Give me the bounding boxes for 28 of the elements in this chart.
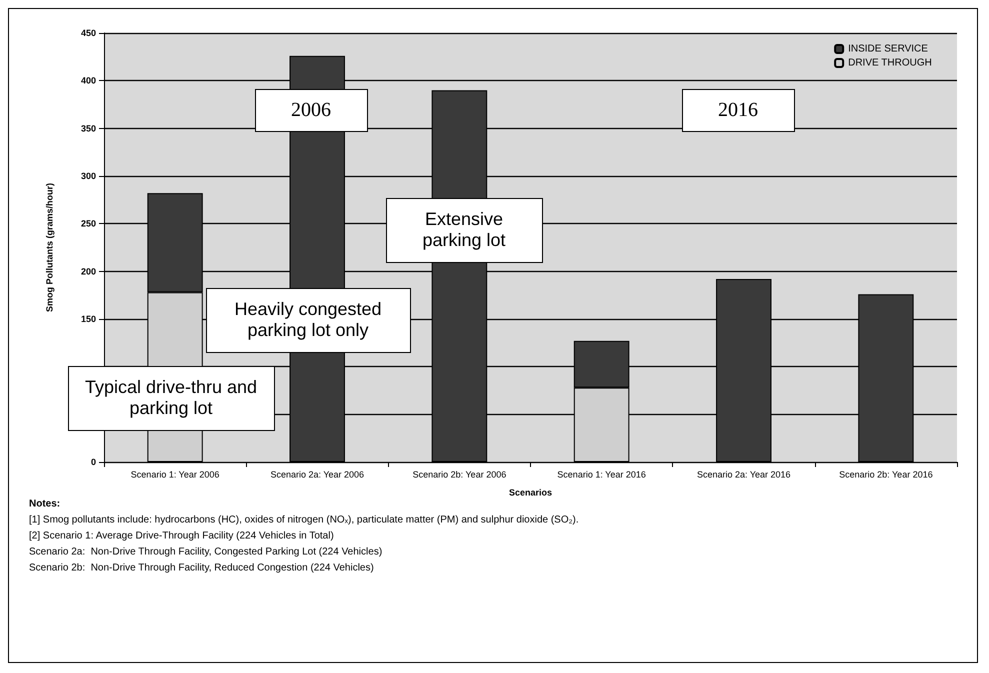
y-tick-label: 200: [80, 266, 96, 276]
y-tick-label: 350: [80, 123, 96, 134]
text: Scenario 2a: Non-Drive Through Facility, Congested Parking Lot (224 Vehicles): [29, 546, 382, 558]
text: [1] Smog pollutants include: hydrocarbons (HC), oxides of nitrogen (NOₓ), particulate matter (PM) and sulphur dioxide (SO₂).: [29, 514, 579, 526]
legend-label: INSIDE SERVICE: [848, 44, 928, 54]
y-tick-label: 0: [90, 457, 96, 467]
text-box: Heavily congested parking lot only: [206, 288, 410, 352]
y-tick-label: 450: [80, 28, 96, 38]
text-box: 2006: [254, 88, 368, 132]
x-tick-label: Scenario 2b: Year 2006: [412, 470, 506, 480]
y-axis-title: Smog Pollutants (grams/hour): [44, 182, 54, 312]
x-tick-label: Scenario 2a: Year 2016: [696, 470, 791, 480]
legend-label: DRIVE THROUGH: [848, 58, 932, 68]
y-tick-label: 150: [80, 314, 96, 324]
x-tick-label: Scenario 1: Year 2006: [130, 470, 220, 480]
text: Notes:: [29, 498, 60, 510]
x-axis-title: Scenarios: [508, 488, 552, 498]
y-tick-label: 300: [80, 171, 96, 181]
x-tick-label: Scenario 2a: Year 2006: [270, 470, 364, 480]
x-tick-label: Scenario 2b: Year 2016: [839, 470, 933, 480]
x-tick-label: Scenario 1: Year 2016: [557, 470, 646, 480]
text: [2] Scenario 1: Average Drive-Through Facility (224 Vehicles in Total): [29, 530, 334, 542]
y-tick-label: 250: [80, 218, 96, 229]
text: Scenario 2b: Non-Drive Through Facility, Reduced Congestion (224 Vehicles): [29, 562, 374, 574]
text-box: Typical drive-thru and parking lot: [68, 366, 274, 430]
text-box: Extensive parking lot: [386, 198, 542, 262]
text-box: 2016: [682, 88, 794, 132]
y-tick-label: 400: [80, 76, 96, 86]
